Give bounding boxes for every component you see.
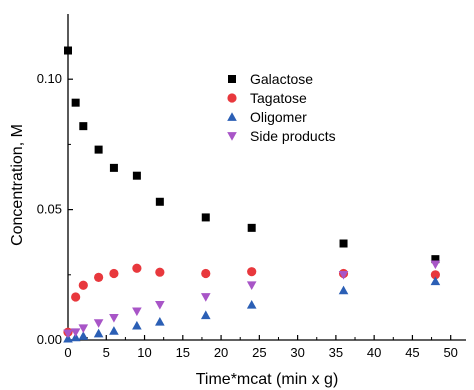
legend-label-oligomer: Oligomer bbox=[250, 109, 307, 125]
data-point-side-products bbox=[70, 328, 81, 337]
data-point-tagatose bbox=[71, 292, 81, 302]
y-tick-label: 0.05 bbox=[37, 202, 62, 217]
x-tick-label: 20 bbox=[214, 345, 228, 360]
x-tick-label: 35 bbox=[329, 345, 343, 360]
x-tick-label: 50 bbox=[443, 345, 457, 360]
data-point-side-products bbox=[63, 329, 73, 339]
x-tick-label: 25 bbox=[252, 345, 266, 360]
legend-label-tagatose: Tagatose bbox=[250, 90, 307, 106]
data-point-galactose bbox=[431, 255, 440, 264]
legend: Galactose Tagatose Oligomer Side products bbox=[227, 71, 336, 144]
data-point-side-products bbox=[132, 307, 142, 317]
axes bbox=[67, 14, 466, 341]
data-markers bbox=[63, 46, 441, 343]
data-point-galactose bbox=[79, 122, 88, 131]
data-point-oligomer bbox=[338, 285, 349, 295]
data-point-tagatose bbox=[155, 267, 165, 277]
data-point-galactose bbox=[109, 163, 118, 172]
data-point-side-products bbox=[155, 300, 165, 310]
data-point-oligomer bbox=[246, 299, 257, 309]
data-point-galactose bbox=[339, 239, 348, 248]
data-point-oligomer bbox=[109, 326, 119, 335]
legend-marker-tagatose bbox=[227, 93, 237, 103]
y-tick-label: 0.00 bbox=[37, 332, 62, 347]
x-tick-label: 10 bbox=[137, 345, 151, 360]
series-galactose bbox=[64, 46, 440, 264]
series-tagatose bbox=[63, 263, 440, 337]
data-point-tagatose bbox=[94, 272, 104, 283]
x-tick-label: 45 bbox=[405, 345, 419, 360]
data-point-tagatose bbox=[430, 270, 440, 280]
data-point-side-products bbox=[78, 324, 89, 334]
x-tick-label: 15 bbox=[176, 345, 190, 360]
data-point-oligomer bbox=[132, 320, 142, 330]
data-point-tagatose bbox=[247, 267, 257, 277]
data-point-tagatose bbox=[109, 268, 119, 279]
legend-label-side-products: Side products bbox=[250, 128, 336, 144]
data-point-tagatose bbox=[201, 268, 211, 279]
data-point-oligomer bbox=[430, 276, 441, 286]
legend-marker-galactose bbox=[228, 75, 236, 83]
data-point-side-products bbox=[338, 270, 349, 280]
x-tick-label: 0 bbox=[64, 345, 71, 360]
x-tick-label: 40 bbox=[367, 345, 381, 360]
data-point-side-products bbox=[93, 319, 104, 328]
data-point-side-products bbox=[109, 313, 119, 323]
x-axis-ticks: 0 5 10 15 20 25 30 35 40 45 50 bbox=[64, 335, 458, 360]
data-point-side-products bbox=[200, 293, 211, 302]
data-point-oligomer bbox=[200, 310, 211, 320]
legend-marker-side-products bbox=[227, 132, 237, 141]
legend-marker-oligomer bbox=[227, 112, 237, 121]
data-point-galactose bbox=[71, 98, 80, 107]
y-axis-ticks: 0.00 0.05 0.10 bbox=[37, 71, 73, 347]
data-point-oligomer bbox=[78, 331, 89, 340]
data-point-galactose bbox=[247, 223, 256, 232]
data-point-galactose bbox=[64, 46, 72, 55]
y-tick-label: 0.10 bbox=[37, 71, 62, 86]
data-point-galactose bbox=[155, 197, 164, 206]
data-point-galactose bbox=[132, 171, 141, 180]
x-tick-label: 30 bbox=[290, 345, 304, 360]
data-point-tagatose bbox=[78, 280, 88, 290]
legend-label-galactose: Galactose bbox=[250, 71, 313, 87]
data-point-side-products bbox=[246, 281, 257, 291]
x-tick-label: 5 bbox=[103, 345, 110, 360]
data-point-tagatose bbox=[132, 263, 142, 273]
data-point-side-products bbox=[430, 260, 441, 270]
data-point-galactose bbox=[94, 145, 103, 154]
data-point-oligomer bbox=[155, 316, 165, 326]
x-axis-label: Time*mcat (min x g) bbox=[196, 371, 339, 388]
series-side-products bbox=[63, 260, 441, 339]
data-point-oligomer bbox=[93, 328, 104, 338]
y-axis-label: Concentration, M bbox=[9, 124, 26, 246]
data-point-galactose bbox=[201, 213, 210, 222]
